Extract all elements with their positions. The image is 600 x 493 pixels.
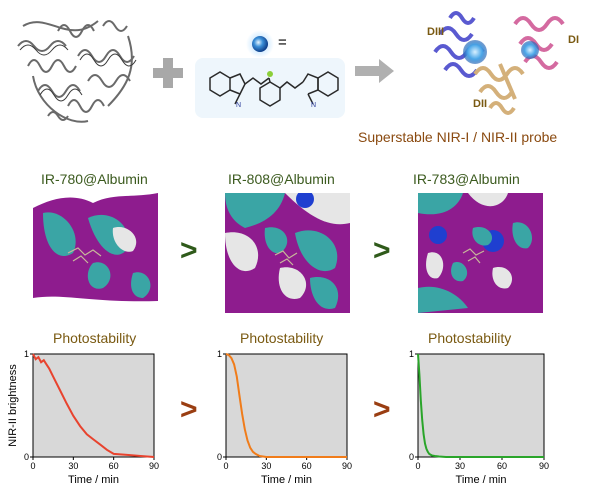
x-axis-label: Time / min [456,474,507,486]
decay-series-line [225,353,347,458]
x-tick-label: 0 [30,461,35,471]
complex-name-ir808: IR-808@Albumin [228,171,335,187]
plot-area [225,353,348,458]
photostability-label-1: Photostability [53,330,137,346]
cyanine-dye-structure: N N [195,58,345,118]
x-tick-label: 60 [109,461,119,471]
svg-text:N: N [311,102,316,109]
x-tick-label: 60 [302,461,312,471]
decay-series-line [417,353,544,458]
y-tick-label: 1 [217,350,222,359]
x-axis-label: Time / min [68,474,119,486]
domain-label-dii: DII [473,98,488,110]
x-tick-label: 0 [415,461,420,471]
x-tick-label: 90 [149,461,159,471]
photostability-plot-ir783: 0 30 60 90 0 1 Time / min [409,350,549,486]
y-tick-label: 0 [409,452,414,462]
complex-name-ir783: IR-783@Albumin [413,171,520,187]
y-tick-label: 0 [24,452,29,462]
y-axis-label: NIR-II brightness [7,364,19,447]
x-tick-label: 90 [342,461,352,471]
plus-icon [153,58,183,88]
x-tick-label: 90 [539,461,549,471]
x-tick-label: 0 [223,461,228,471]
y-tick-label: 1 [409,350,414,359]
domain-label-diii: DIII [427,26,445,38]
photostability-plot-ir808: 0 30 60 90 0 1 Time / min [217,350,352,486]
comparator-surface-2: > [373,234,391,267]
x-tick-label: 30 [261,461,271,471]
svg-text:N: N [236,102,241,109]
y-tick-label: 0 [217,452,222,462]
albumin-ribbon-illustration [17,20,137,123]
equals-sign: = [278,34,287,51]
probe-title: Superstable NIR-I / NIR-II probe [358,129,558,145]
photostability-label-3: Photostability [428,330,512,346]
decay-series-line [32,353,155,458]
x-tick-label: 30 [455,461,465,471]
binding-pocket-surface-ir808 [225,193,350,313]
complex-name-ir780: IR-780@Albumin [41,171,148,187]
plot-area [417,353,545,458]
comparator-plot-1: > [180,393,198,426]
dye-sphere-icon [246,30,274,58]
binding-pocket-surface-ir780 [33,193,158,313]
albumin-dye-complex-illustration [433,11,565,115]
y-tick-label: 1 [24,350,29,359]
x-axis-label: Time / min [261,474,312,486]
binding-pocket-surface-ir783 [418,193,543,313]
domain-label-di: DI [568,34,579,46]
photostability-label-2: Photostability [240,330,324,346]
comparator-surface-1: > [180,234,198,267]
reaction-arrow-icon [355,59,394,83]
comparator-plot-2: > [373,393,391,426]
plot-area [32,353,155,458]
x-tick-label: 30 [68,461,78,471]
x-tick-label: 60 [497,461,507,471]
photostability-plot-ir780: 0 30 60 90 0 1 Time / min NIR-II brightness [7,350,159,486]
